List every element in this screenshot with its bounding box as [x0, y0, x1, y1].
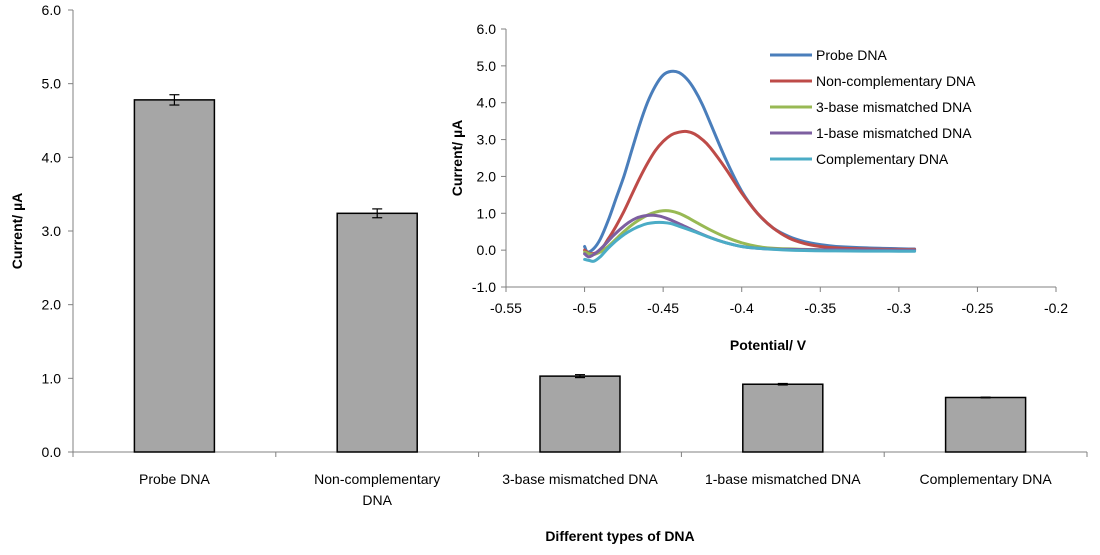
series-line	[583, 69, 917, 254]
x-category-label: Complementary DNA	[919, 471, 1052, 487]
inset-line-chart: -1.0 0.0 1.0 2.0 3.0 4.0 5.0 6.0 -0.55 -0.5 -0.45 -…	[449, 21, 1068, 353]
bar	[133, 99, 216, 453]
legend-label: Probe DNA	[816, 47, 887, 63]
y-tick-label: 5.0	[42, 76, 62, 92]
inset-y-tick-label: 3.0	[477, 132, 497, 148]
bar	[944, 396, 1027, 453]
inset-x-tick-label: -0.2	[1044, 300, 1068, 316]
inset-x-axis-title: Potential/ V	[730, 337, 807, 353]
inset-y-tick-label: 2.0	[477, 168, 497, 184]
inset-y-tick-label: 5.0	[477, 58, 497, 74]
bar-chart: 0.0 1.0 2.0 3.0 4.0 5.0 6.0 Probe DNA Non-comple…	[9, 2, 1088, 544]
y-tick-label: 3.0	[42, 223, 62, 239]
x-axis-title: Different types of DNA	[545, 528, 694, 544]
series-line	[583, 220, 917, 263]
bar	[336, 212, 418, 453]
inset-x-tick-label: -0.3	[887, 300, 911, 316]
legend-label: 1-base mismatched DNA	[816, 125, 972, 141]
x-category-label: 3-base mismatched DNA	[502, 471, 658, 487]
inset-x-tick-label: -0.55	[490, 300, 522, 316]
y-axis-title: Current/ µA	[9, 193, 25, 270]
inset-x-tick-label: -0.35	[804, 300, 836, 316]
inset-y-tick-label: 6.0	[477, 21, 497, 37]
bar	[539, 375, 621, 453]
y-tick-label: 1.0	[42, 370, 62, 386]
inset-x-tick-label: -0.25	[961, 300, 993, 316]
legend-label: Non-complementary DNA	[816, 73, 976, 89]
legend-label: 3-base mismatched DNA	[816, 99, 972, 115]
y-tick-label: 6.0	[42, 2, 62, 18]
inset-x-tick-label: -0.5	[573, 300, 597, 316]
inset-y-tick-label: -1.0	[472, 279, 496, 295]
bar	[742, 383, 824, 453]
inset-y-tick-label: 4.0	[477, 95, 497, 111]
inset-y-tick-label: 1.0	[477, 205, 497, 221]
series-line	[583, 129, 917, 256]
legend: Probe DNA Non-complementary DNA 3-base mis…	[770, 47, 976, 167]
legend-label: Complementary DNA	[816, 151, 949, 167]
x-category-label: 1-base mismatched DNA	[705, 471, 861, 487]
inset-y-tick-label: 0.0	[477, 242, 497, 258]
x-category-label: Probe DNA	[139, 471, 210, 487]
x-category-label: Non-complementary	[314, 471, 440, 487]
inset-x-tick-label: -0.4	[730, 300, 754, 316]
y-tick-label: 0.0	[42, 444, 62, 460]
inset-x-tick-label: -0.45	[647, 300, 679, 316]
y-tick-label: 4.0	[42, 149, 62, 165]
y-tick-label: 2.0	[42, 297, 62, 313]
inset-y-axis-title: Current/ µA	[449, 120, 465, 197]
x-category-label: DNA	[362, 492, 392, 508]
